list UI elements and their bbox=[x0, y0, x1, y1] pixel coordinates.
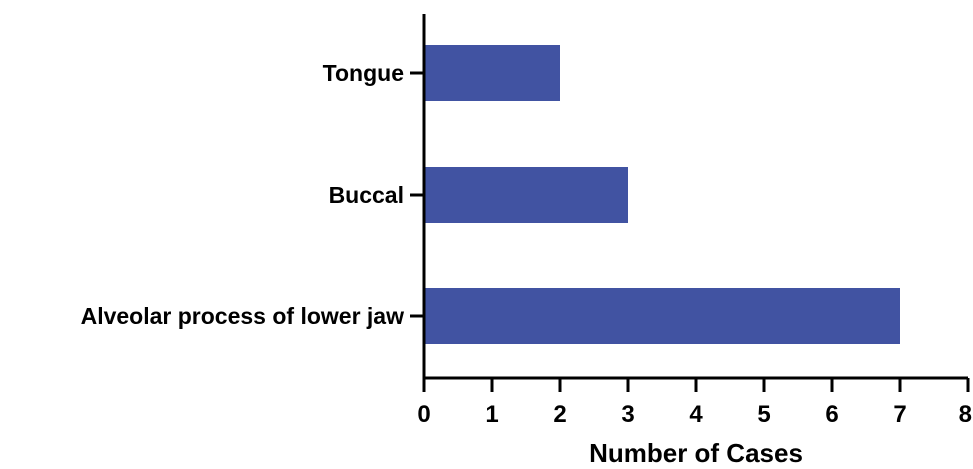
x-tick-label: 3 bbox=[621, 401, 634, 428]
x-axis-ticks: 0 1 2 3 4 5 6 7 8 bbox=[417, 378, 972, 428]
x-axis-title: Number of Cases bbox=[589, 438, 803, 468]
x-tick-label: 6 bbox=[825, 401, 838, 428]
bar-buccal bbox=[424, 167, 628, 223]
category-labels: Tongue Buccal Alveolar process of lower ja… bbox=[81, 60, 424, 329]
category-label: Buccal bbox=[329, 182, 404, 208]
x-tick-label: 7 bbox=[893, 401, 906, 428]
category-label: Alveolar process of lower jaw bbox=[81, 303, 405, 329]
x-tick-label: 8 bbox=[959, 401, 972, 428]
x-tick-label: 5 bbox=[757, 401, 770, 428]
x-tick-label: 0 bbox=[417, 401, 430, 428]
category-label: Tongue bbox=[323, 60, 404, 86]
x-tick-label: 2 bbox=[553, 401, 566, 428]
x-tick-label: 4 bbox=[689, 401, 703, 428]
x-tick-label: 1 bbox=[485, 401, 498, 428]
bar-alveolar-process-of-lower-jaw bbox=[424, 288, 900, 344]
bars-group bbox=[424, 45, 900, 344]
bar-tongue bbox=[424, 45, 560, 101]
